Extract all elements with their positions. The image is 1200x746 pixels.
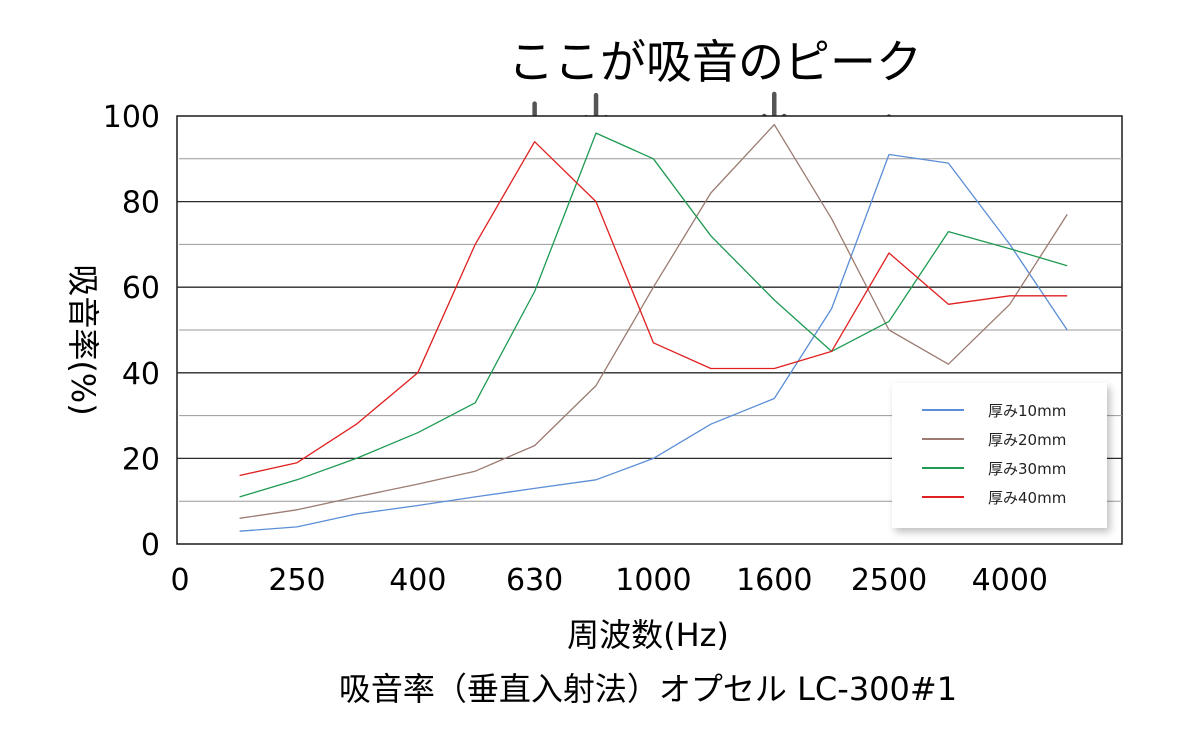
series-line: [239, 141, 1068, 477]
series-line: [239, 132, 1068, 498]
series-line: [239, 123, 1068, 519]
legend-label: 厚み20mm: [988, 431, 1066, 449]
legend: 厚み10mm 厚み20mm 厚み30mm 厚み40mm: [892, 383, 1107, 528]
y-tick-label: 60: [122, 271, 160, 306]
x-tick-label: 1600: [736, 563, 812, 598]
legend-label: 厚み10mm: [988, 402, 1066, 420]
x-tick-label: 1000: [615, 563, 691, 598]
series-lines: [239, 123, 1068, 532]
y-tick-label: 0: [141, 528, 160, 563]
x-axis-ticks: 0 250 400 630 1000 1600 2500 4000: [170, 563, 1048, 598]
x-axis-label: 周波数(Hz): [567, 616, 729, 654]
y-axis-label: 吸音率(%): [64, 264, 102, 415]
y-axis-ticks: 0 20 40 60 80 100: [103, 100, 160, 563]
y-tick-label: 20: [122, 442, 160, 477]
x-tick-label: 630: [506, 563, 563, 598]
legend-label: 厚み30mm: [988, 460, 1066, 478]
x-tick-label: 250: [268, 563, 325, 598]
chart-caption: 吸音率（垂直入射法）オプセル LC-300#1: [339, 670, 957, 708]
x-tick-label: 0: [170, 563, 189, 598]
series-line: [239, 153, 1068, 532]
legend-label: 厚み40mm: [988, 489, 1066, 507]
y-tick-label: 80: [122, 186, 160, 221]
legend-box: [892, 383, 1107, 528]
y-tick-label: 100: [103, 100, 160, 135]
x-tick-label: 2500: [851, 563, 927, 598]
y-tick-label: 40: [122, 357, 160, 392]
chart-title: ここが吸音のピーク: [508, 35, 922, 89]
x-tick-label: 400: [389, 563, 446, 598]
x-tick-label: 4000: [972, 563, 1048, 598]
